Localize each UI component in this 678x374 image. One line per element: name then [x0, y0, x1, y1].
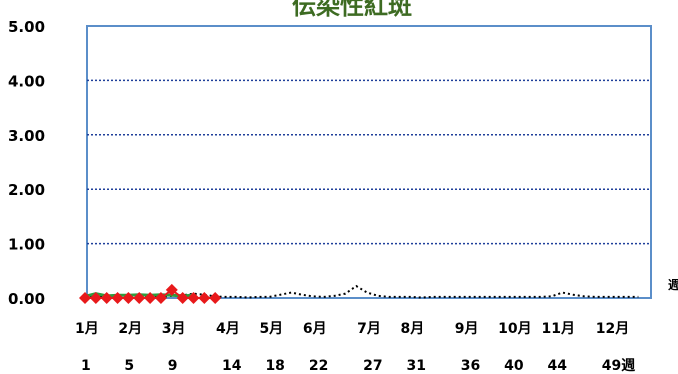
data-point-diamond — [100, 292, 113, 304]
month-label: 1月 — [75, 321, 99, 337]
data-point-diamond — [154, 292, 167, 304]
data-point-diamond — [176, 292, 189, 304]
month-label: 4月 — [216, 321, 240, 337]
y-tick-label: 1.00 — [8, 236, 45, 254]
month-label: 12月 — [596, 321, 629, 337]
month-label: 11月 — [542, 321, 575, 337]
y-tick-label: 3.00 — [8, 127, 45, 145]
data-point-diamond — [144, 292, 157, 304]
y-tick-label: 5.00 — [8, 18, 45, 36]
data-point-diamond — [187, 292, 200, 304]
data-point-diamond — [122, 292, 135, 304]
week-label: 14 — [222, 358, 242, 374]
data-point-diamond — [198, 292, 211, 304]
month-label: 6月 — [303, 321, 327, 337]
x-axis-unit-label: 週 — [668, 277, 678, 292]
month-label: 10月 — [498, 321, 531, 337]
month-label: 5月 — [259, 321, 283, 337]
plot-area — [86, 25, 652, 299]
week-label: 27 — [363, 358, 382, 374]
month-label: 9月 — [455, 321, 479, 337]
data-point-diamond — [165, 283, 178, 296]
y-tick-label: 4.00 — [8, 72, 45, 90]
y-tick-label: 2.00 — [8, 181, 45, 199]
chart-title: 伝染性紅斑 — [292, 0, 412, 20]
month-label: 2月 — [118, 321, 142, 337]
y-tick-label: 0.00 — [8, 290, 45, 308]
data-point-diamond — [133, 292, 146, 304]
month-label: 7月 — [357, 321, 381, 337]
series-line-dotted — [84, 284, 639, 299]
data-point-diamond — [79, 292, 91, 304]
month-label: 8月 — [401, 321, 425, 337]
week-label: 44 — [548, 358, 568, 374]
data-point-diamond — [209, 292, 222, 304]
week-label: 31 — [407, 358, 426, 374]
week-label: 18 — [265, 358, 284, 374]
week-label: 36 — [461, 358, 480, 374]
week-label: 9 — [168, 358, 178, 374]
data-point-diamond — [89, 292, 102, 304]
week-label: 40 — [504, 358, 524, 374]
data-point-diamond — [111, 292, 124, 304]
week-label: 22 — [309, 358, 328, 374]
week-label: 5 — [124, 358, 134, 374]
month-label: 3月 — [162, 321, 186, 337]
week-label: 49週 — [602, 358, 635, 374]
week-label: 1 — [81, 358, 91, 374]
